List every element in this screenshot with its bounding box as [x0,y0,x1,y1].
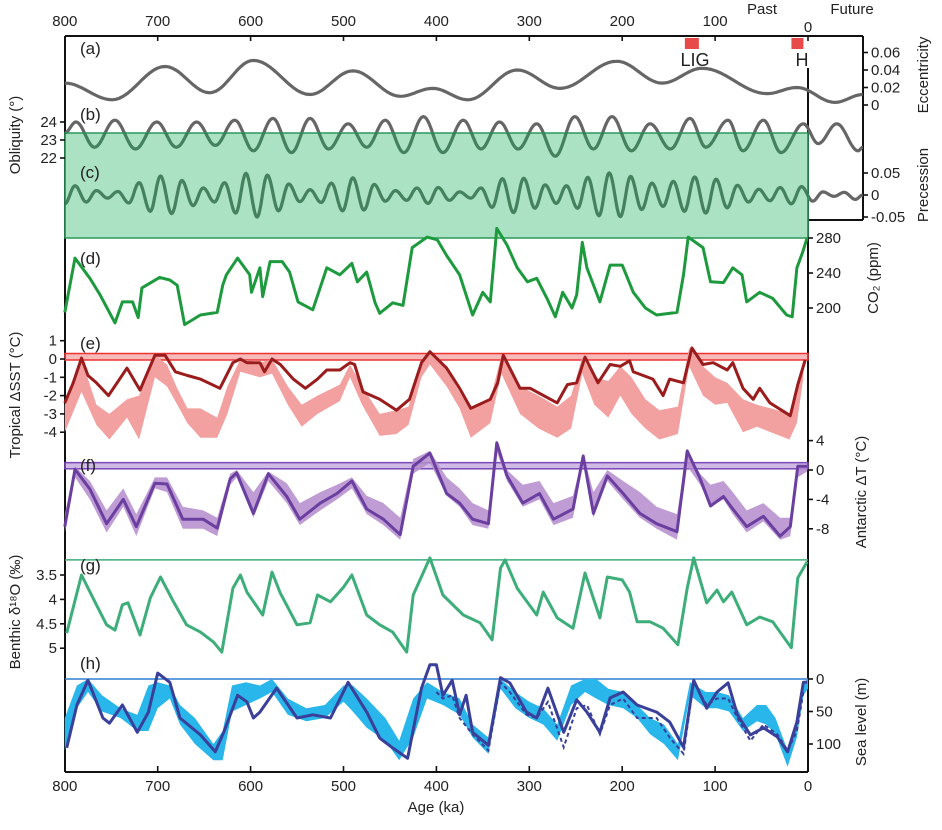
top-tick-label: 200 [610,13,635,30]
antarctic-temp-label: Antarctic ΔT (°C) [853,436,870,548]
sea-level-label: Sea level (m) [853,678,870,766]
panel-letter-f: (f) [80,456,96,475]
panel-letter-h: (h) [80,654,101,673]
y-tick-label: -2 [44,388,57,405]
obliquity-label: Obliquity (°) [7,96,24,175]
eccentricity-label: Eccentricity [915,36,932,113]
antarctic-range-band [64,440,808,540]
y-tick-label: 24 [40,114,57,131]
holocene-marker [791,38,804,49]
top-axis: Past Future 800 700 600 500 400 300 200 100 0 [52,1,874,41]
panel-letter-a: (a) [80,39,101,58]
x-axis-label: Age (ka) [408,799,465,816]
y-tick-label: 0.05 [871,165,900,182]
y-tick-label: -0.05 [871,209,905,226]
precession-label: Precession [915,148,932,222]
panel-letters: (a) (b) (c) (d) (e) (f) (g) (h) [80,39,101,673]
y-tick-label: 0.04 [871,62,900,79]
panel-letter-b: (b) [80,105,101,124]
y-tick-label: 0 [816,462,824,479]
past-label: Past [747,1,778,18]
co2-label: CO₂ (ppm) [865,242,882,314]
bottom-tick-label: 800 [52,778,77,795]
sst-range-band [64,348,804,440]
y-tick-label: 200 [816,300,841,317]
bottom-axis: 800 700 600 500 400 300 200 100 0 [52,766,812,795]
bottom-tick-label: 400 [424,778,449,795]
y-tick-label: -4 [44,424,57,441]
bottom-tick-label: 0 [804,778,812,795]
lig-marker [684,38,699,49]
top-tick-label: 300 [517,13,542,30]
bottom-tick-label: 300 [517,778,542,795]
panel-letter-e: (e) [80,334,101,353]
top-tick-label: 500 [331,13,356,30]
y-tick-label: 100 [816,736,841,753]
y-tick-label: 280 [816,230,841,247]
panel-letter-c: (c) [80,163,100,182]
panel-letter-d: (d) [80,249,101,268]
bottom-tick-label: 600 [238,778,263,795]
tropical-sst-label: Tropical ΔSST (°C) [7,332,24,459]
top-tick-label: 800 [52,13,77,30]
obliquity-curve-in-band [65,133,797,158]
event-markers: LIG H [680,38,809,70]
y-tick-label: 0.06 [871,45,900,62]
y-tick-label: 0 [816,671,824,688]
future-label: Future [830,1,873,18]
top-tick-label: 700 [145,13,170,30]
y-tick-label: -4 [816,491,829,508]
benthic-d18o-label: Benthic δ¹⁸O (‰) [7,555,24,670]
precession-curve-in-band [65,171,808,219]
y-tick-label: 0 [871,97,879,114]
y-tick-label: 50 [816,704,833,721]
y-tick-label: 4.5 [36,616,57,633]
bottom-tick-label: 200 [610,778,635,795]
sea-level-dashed-line [435,679,805,757]
y-tick-label: -1 [44,369,57,386]
d18o-line [65,556,809,654]
shaded-band [64,132,809,239]
top-tick-label: 400 [424,13,449,30]
top-tick-label: 600 [238,13,263,30]
panel-letter-g: (g) [80,556,101,575]
eccentricity-curve [64,58,863,105]
y-tick-label: 4 [49,591,57,608]
y-tick-label: 0 [871,187,879,204]
y-tick-label: 1 [49,333,57,350]
y-tick-label: 5 [49,640,57,657]
y-tick-label: 0.02 [871,80,900,97]
bottom-tick-label: 100 [703,778,728,795]
co2-line [63,226,809,327]
sst-line [63,346,807,418]
sea-level-line [65,663,808,760]
y-tick-label: 0 [49,351,57,368]
y-tick-label: 22 [40,150,57,167]
y-tick-label: -8 [816,521,829,538]
bottom-tick-label: 500 [331,778,356,795]
lig-label: LIG [680,50,709,70]
y-tick-label: -3 [44,406,57,423]
antarctic-line [63,441,808,538]
bottom-tick-label: 700 [145,778,170,795]
y-tick-label: 23 [40,132,57,149]
y-tick-label: 4 [816,433,824,450]
sea-level-range-band [64,679,809,767]
holocene-label: H [796,50,809,70]
axis-titles: Eccentricity Obliquity (°) Precession CO… [7,36,932,766]
top-tick-label: 0 [804,19,812,36]
top-tick-label: 100 [703,13,728,30]
y-tick-label: 240 [816,265,841,282]
y-tick-label: 3.5 [36,567,57,584]
